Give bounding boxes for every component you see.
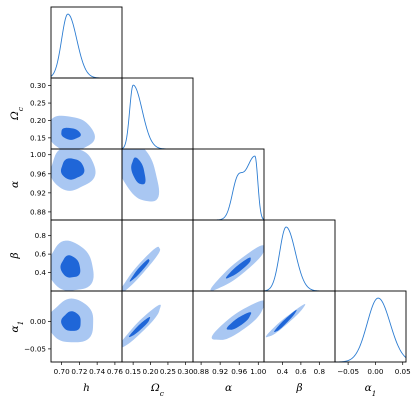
x-tick-label: 0.05 [395, 367, 411, 376]
x-tick-label: 0.4 [277, 367, 289, 376]
x-tick-label: 0.15 [125, 367, 141, 376]
panel-alpha-alpha1 [211, 300, 264, 340]
x-tick-label: 0.76 [107, 367, 123, 376]
panel-omega_c-alpha1 [122, 304, 161, 348]
marginal-alpha1 [335, 297, 407, 363]
panel-omega_c-alpha [122, 149, 160, 202]
panel-h-beta [51, 240, 94, 291]
marginal-omega_c [121, 84, 193, 150]
y-tick-label: 0.4 [35, 268, 47, 277]
x-axis-label: Ωc [150, 382, 165, 398]
panel-alpha-beta [210, 245, 264, 291]
contour-inner [129, 259, 150, 282]
panel-frame [121, 290, 194, 363]
y-tick-label: 0.8 [35, 231, 47, 240]
x-tick-label: 0.25 [160, 367, 176, 376]
x-axis-label: α [225, 382, 232, 394]
x-tick-label: 0.8 [314, 367, 326, 376]
y-tick-label: 0.20 [30, 116, 46, 125]
y-tick-label: 0.30 [30, 81, 46, 90]
y-axis-label: β [9, 252, 21, 259]
panel-frame [121, 77, 194, 150]
x-tick-label: 0.74 [89, 367, 105, 376]
contour-inner [128, 316, 151, 338]
panel-h-alpha [51, 149, 96, 191]
x-tick-label: −0.05 [337, 367, 359, 376]
x-axis-label: α1 [365, 382, 377, 398]
y-tick-label: 0.15 [30, 133, 46, 142]
contour-inner [226, 312, 252, 330]
contour-inner [60, 255, 81, 278]
x-tick-label: 0.6 [295, 367, 307, 376]
contour-inner [274, 309, 297, 333]
marginal-beta [263, 226, 335, 292]
y-tick-label: 1.00 [30, 150, 46, 159]
x-tick-label: 0.92 [212, 367, 228, 376]
x-tick-label: 0.72 [71, 367, 87, 376]
panel-frame [263, 290, 336, 363]
x-tick-label: 0.96 [231, 367, 247, 376]
contour-inner [225, 257, 251, 279]
y-axis-label: Ωc [9, 106, 25, 121]
x-tick-label: 0.00 [367, 367, 383, 376]
x-axis-label: β [295, 382, 302, 394]
panel-frame [263, 219, 336, 292]
x-tick-label: 1.00 [250, 367, 266, 376]
x-tick-label: 0.70 [54, 367, 70, 376]
y-tick-label: 0.92 [30, 188, 46, 197]
panel-omega_c-beta [122, 246, 161, 291]
panel-frame [334, 290, 407, 363]
panel-h-omega_c [51, 115, 95, 149]
panel-frame [50, 6, 123, 79]
panel-h-alpha1 [51, 298, 94, 343]
x-axis-label: h [83, 382, 90, 394]
y-tick-label: 0.25 [30, 99, 46, 108]
y-axis-label: α [9, 181, 21, 188]
contour-inner [61, 311, 81, 331]
marginal-h [50, 13, 122, 79]
marginal-alpha [193, 155, 265, 221]
x-tick-label: 0.88 [193, 367, 209, 376]
y-tick-label: 0.88 [30, 207, 46, 216]
y-tick-label: 0.00 [30, 317, 46, 326]
contour-inner [61, 127, 81, 140]
y-tick-label: 0.96 [30, 169, 46, 178]
contour-inner [131, 157, 146, 185]
y-tick-label: 0.6 [35, 250, 47, 259]
y-axis-label: α1 [9, 321, 25, 333]
panel-beta-alpha1 [265, 304, 306, 338]
y-tick-label: −0.05 [24, 344, 46, 353]
x-tick-label: 0.20 [143, 367, 159, 376]
contour-inner [60, 158, 85, 180]
x-tick-label: 0.30 [177, 367, 193, 376]
